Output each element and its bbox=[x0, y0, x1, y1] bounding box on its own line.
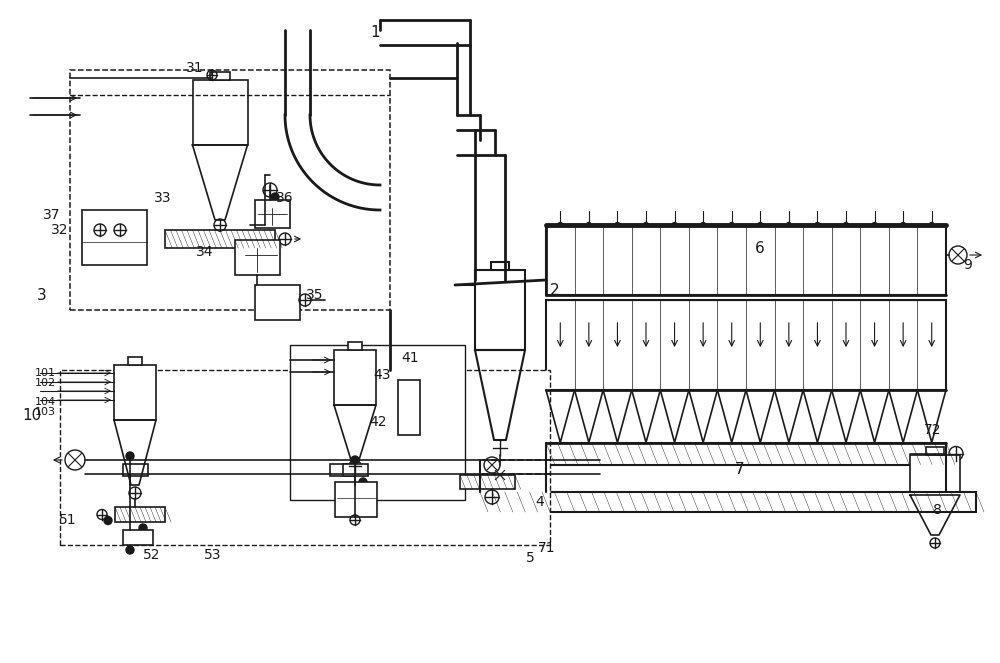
Text: 2: 2 bbox=[550, 282, 560, 298]
Bar bbox=[115, 507, 165, 522]
Circle shape bbox=[126, 452, 134, 460]
Bar bbox=[475, 270, 525, 350]
Circle shape bbox=[901, 223, 906, 227]
Text: 41: 41 bbox=[401, 351, 419, 365]
Circle shape bbox=[104, 516, 112, 524]
Bar bbox=[123, 464, 148, 476]
Bar bbox=[491, 262, 509, 270]
Circle shape bbox=[558, 223, 563, 227]
Bar bbox=[235, 240, 280, 275]
Circle shape bbox=[351, 456, 359, 464]
Text: 6: 6 bbox=[755, 241, 765, 255]
Text: 32: 32 bbox=[51, 223, 69, 237]
Circle shape bbox=[359, 478, 367, 486]
Bar bbox=[70, 70, 390, 310]
Bar bbox=[926, 447, 944, 455]
Circle shape bbox=[815, 223, 820, 227]
Circle shape bbox=[872, 223, 877, 227]
Circle shape bbox=[786, 223, 791, 227]
Text: 104: 104 bbox=[35, 397, 56, 407]
Circle shape bbox=[359, 468, 367, 476]
Text: 53: 53 bbox=[204, 548, 222, 562]
Text: 9: 9 bbox=[964, 258, 972, 272]
Bar bbox=[123, 530, 153, 545]
Bar bbox=[343, 464, 368, 476]
Text: 31: 31 bbox=[186, 61, 204, 75]
Circle shape bbox=[644, 223, 648, 227]
Bar bbox=[460, 475, 515, 489]
Bar bbox=[290, 345, 465, 500]
Circle shape bbox=[758, 223, 763, 227]
Text: 37: 37 bbox=[43, 208, 61, 222]
Text: 43: 43 bbox=[373, 368, 391, 382]
Text: 36: 36 bbox=[276, 191, 294, 205]
Bar bbox=[910, 455, 960, 495]
Circle shape bbox=[615, 223, 620, 227]
Text: 7: 7 bbox=[735, 463, 745, 477]
Text: 10: 10 bbox=[22, 408, 42, 422]
Circle shape bbox=[672, 223, 677, 227]
Circle shape bbox=[929, 223, 934, 227]
Bar bbox=[546, 300, 946, 390]
Circle shape bbox=[843, 223, 848, 227]
Bar bbox=[165, 230, 275, 248]
Bar bbox=[210, 72, 230, 80]
Text: 5: 5 bbox=[526, 551, 534, 565]
Bar bbox=[546, 442, 946, 465]
Bar bbox=[330, 464, 355, 476]
Bar bbox=[255, 285, 300, 320]
Bar bbox=[348, 342, 362, 350]
Bar bbox=[480, 492, 976, 512]
Text: 52: 52 bbox=[143, 548, 161, 562]
Circle shape bbox=[126, 546, 134, 554]
Circle shape bbox=[139, 524, 147, 532]
Bar bbox=[114, 365, 156, 420]
Circle shape bbox=[271, 193, 279, 201]
Text: 33: 33 bbox=[154, 191, 172, 205]
Circle shape bbox=[729, 223, 734, 227]
Circle shape bbox=[586, 223, 591, 227]
Text: 42: 42 bbox=[369, 415, 387, 429]
Text: 4: 4 bbox=[536, 495, 544, 509]
Bar bbox=[334, 350, 376, 405]
Bar bbox=[398, 380, 420, 435]
Bar bbox=[546, 225, 946, 295]
Text: 101: 101 bbox=[35, 368, 56, 378]
Bar bbox=[128, 357, 142, 365]
Text: 3: 3 bbox=[37, 288, 47, 302]
Text: 72: 72 bbox=[924, 423, 942, 437]
Bar bbox=[193, 80, 248, 145]
Circle shape bbox=[701, 223, 706, 227]
Text: 103: 103 bbox=[35, 407, 56, 417]
Bar bbox=[255, 200, 290, 228]
Text: 8: 8 bbox=[933, 503, 941, 517]
Bar bbox=[60, 370, 550, 545]
Text: 102: 102 bbox=[35, 378, 56, 388]
Text: 1: 1 bbox=[370, 25, 380, 40]
Text: 71: 71 bbox=[538, 541, 556, 555]
Bar bbox=[335, 482, 377, 517]
Text: 35: 35 bbox=[306, 288, 324, 302]
Bar bbox=[82, 210, 147, 265]
Text: 34: 34 bbox=[196, 245, 214, 259]
Text: 51: 51 bbox=[59, 513, 77, 527]
